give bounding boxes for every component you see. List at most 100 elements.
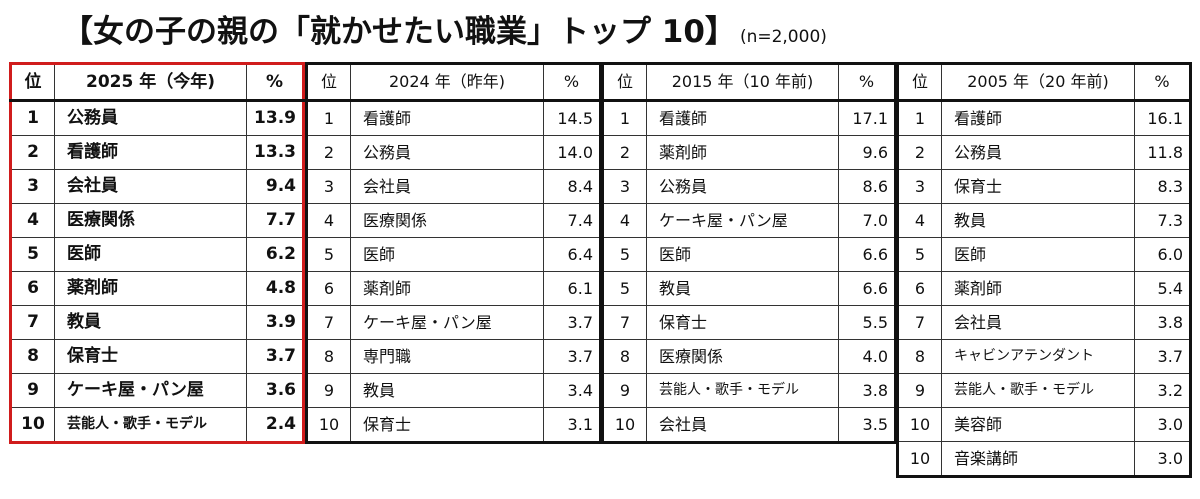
- rank-cell: 8: [10, 339, 55, 374]
- title-main: 【女の子の親の「就かせたい職業」トップ 10】: [62, 14, 736, 50]
- percent-cell: 17.1: [838, 100, 896, 136]
- percent-cell: 2.4: [246, 407, 304, 443]
- year-header: 2024 年（昨年): [350, 63, 544, 102]
- percent-header: %: [1134, 63, 1191, 102]
- percent-cell: 13.3: [246, 135, 304, 170]
- rank-cell: 5: [897, 237, 942, 272]
- rank-cell: 3: [10, 169, 55, 204]
- job-cell: 医師: [941, 237, 1135, 272]
- job-cell: 保育士: [350, 407, 544, 443]
- table-row: 1 看護師 16.1: [897, 100, 1191, 136]
- rank-header: 位: [602, 63, 647, 102]
- rank-cell: 10: [602, 407, 647, 443]
- job-cell: 会社員: [941, 305, 1135, 340]
- rank-cell: 8: [602, 339, 647, 374]
- job-cell: 保育士: [646, 305, 839, 340]
- table-row: 3 会社員 8.4: [306, 169, 601, 204]
- table-row: 4 医療関係 7.7: [10, 203, 304, 238]
- rank-cell: 2: [897, 135, 942, 170]
- percent-cell: 6.4: [543, 237, 601, 272]
- table-row: 10 美容師 3.0: [897, 407, 1191, 442]
- job-cell: 芸能人・歌手・モデル: [941, 373, 1135, 408]
- rank-cell: 7: [602, 305, 647, 340]
- rank-header: 位: [306, 63, 351, 102]
- rank-cell: 2: [10, 135, 55, 170]
- job-cell: 薬剤師: [941, 271, 1135, 306]
- rank-cell: 4: [10, 203, 55, 238]
- percent-cell: 3.7: [1134, 339, 1191, 374]
- percent-cell: 3.8: [1134, 305, 1191, 340]
- job-cell: 医師: [350, 237, 544, 272]
- rank-cell: 4: [602, 203, 647, 238]
- year-header: 2015 年（10 年前): [646, 63, 839, 102]
- ranking-table-2025: 位 2025 年（今年)% 1 公務員 13.9 2 看護師 13.3 3 会社員 9.4 4 医療関係…: [9, 62, 305, 444]
- table-header-row: 位 2025 年（今年)%: [10, 63, 304, 102]
- percent-cell: 9.4: [246, 169, 304, 204]
- ranking-table-2024: 位 2024 年（昨年)% 1 看護師 14.5 2 公務員 14.0 3 会社員 8.4 4 医療関係…: [305, 62, 602, 444]
- rank-cell: 4: [897, 203, 942, 238]
- job-cell: 医師: [54, 237, 247, 272]
- rank-cell: 7: [306, 305, 351, 340]
- percent-cell: 6.6: [838, 271, 896, 306]
- percent-cell: 16.1: [1134, 100, 1191, 136]
- rank-cell: 7: [897, 305, 942, 340]
- rank-cell: 6: [897, 271, 942, 306]
- percent-cell: 7.3: [1134, 203, 1191, 238]
- rank-cell: 9: [602, 373, 647, 408]
- table-row: 10 芸能人・歌手・モデル 2.4: [10, 407, 304, 443]
- percent-cell: 3.9: [246, 305, 304, 340]
- percent-cell: 4.8: [246, 271, 304, 306]
- table-row: 9 ケーキ屋・パン屋 3.6: [10, 373, 304, 408]
- title-sample-size: (n=2,000): [739, 27, 827, 47]
- table-header-row: 位 2024 年（昨年)%: [306, 63, 601, 102]
- job-cell: 医療関係: [54, 203, 247, 238]
- table-row: 7 保育士 5.5: [602, 305, 896, 340]
- table-row: 4 ケーキ屋・パン屋 7.0: [602, 203, 896, 238]
- table-row: 7 ケーキ屋・パン屋 3.7: [306, 305, 601, 340]
- percent-cell: 3.7: [543, 305, 601, 340]
- percent-cell: 7.7: [246, 203, 304, 238]
- percent-header: %: [246, 63, 304, 102]
- job-cell: 薬剤師: [54, 271, 247, 306]
- rank-cell: 9: [897, 373, 942, 408]
- percent-cell: 6.6: [838, 237, 896, 272]
- rank-cell: 9: [306, 373, 351, 408]
- rank-cell: 8: [306, 339, 351, 374]
- table-row: 8 保育士 3.7: [10, 339, 304, 374]
- table-row: 6 薬剤師 4.8: [10, 271, 304, 306]
- table-row: 10 保育士 3.1: [306, 407, 601, 443]
- job-cell: 医療関係: [350, 203, 544, 238]
- rank-cell: 10: [897, 407, 942, 442]
- rank-cell: 5: [306, 237, 351, 272]
- job-cell: 医療関係: [646, 339, 839, 374]
- job-cell: 薬剤師: [646, 135, 839, 170]
- percent-cell: 8.4: [543, 169, 601, 204]
- rank-cell: 10: [306, 407, 351, 443]
- rank-cell: 7: [10, 305, 55, 340]
- year-header: 2025 年（今年): [54, 63, 247, 102]
- table-row: 3 公務員 8.6: [602, 169, 896, 204]
- rank-cell: 5: [602, 271, 647, 306]
- rank-cell: 3: [897, 169, 942, 204]
- table-row: 5 医師 6.6: [602, 237, 896, 272]
- table-row: 1 公務員 13.9: [10, 100, 304, 136]
- table-row: 1 看護師 14.5: [306, 100, 601, 136]
- year-header: 2005 年（20 年前): [941, 63, 1135, 102]
- percent-cell: 8.6: [838, 169, 896, 204]
- rank-cell: 5: [10, 237, 55, 272]
- percent-cell: 3.6: [246, 373, 304, 408]
- job-cell: 公務員: [941, 135, 1135, 170]
- ranking-table-2005: 位 2005 年（20 年前)% 1 看護師 16.1 2 公務員 11.8 3 保育士 8.3 4 教…: [896, 62, 1192, 478]
- rank-cell: 4: [306, 203, 351, 238]
- percent-cell: 3.4: [543, 373, 601, 408]
- percent-cell: 14.5: [543, 100, 601, 136]
- job-cell: 専門職: [350, 339, 544, 374]
- percent-header: %: [543, 63, 601, 102]
- job-cell: 公務員: [350, 135, 544, 170]
- job-cell: 教員: [941, 203, 1135, 238]
- percent-cell: 3.1: [543, 407, 601, 443]
- job-cell: 会社員: [646, 407, 839, 443]
- percent-header: %: [838, 63, 896, 102]
- percent-cell: 7.0: [838, 203, 896, 238]
- percent-cell: 13.9: [246, 100, 304, 136]
